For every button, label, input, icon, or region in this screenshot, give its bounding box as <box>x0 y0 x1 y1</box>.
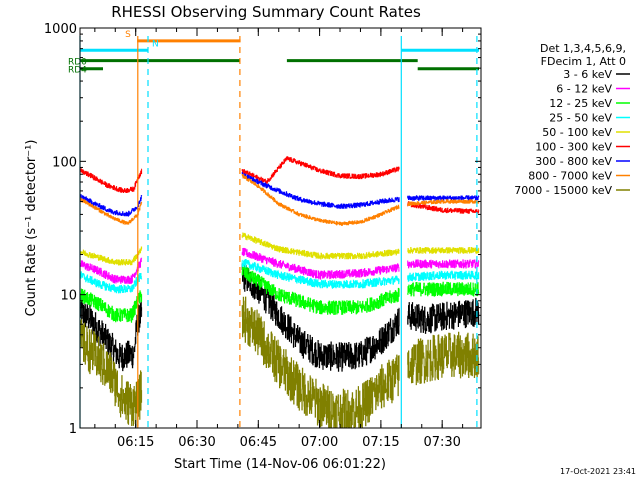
legend-label-2: 6 - 12 keV <box>556 83 612 96</box>
series-line-1-segment-3 <box>407 297 480 334</box>
plot-frame <box>79 27 482 429</box>
series-line-3-segment-1 <box>79 288 143 323</box>
axis-layer: 1 10 100 1000 06:15 06:30 06:45 07:00 07:15 07:30 <box>44 22 481 450</box>
series-line-2-segment-3 <box>407 259 480 269</box>
series-line-6-segment-3 <box>407 201 480 214</box>
flag-label-s: S <box>125 30 131 40</box>
series-line-9-segment-1 <box>79 319 143 427</box>
legend-header-line-1: Det 1,3,4,5,6,9, <box>540 42 626 55</box>
series-line-5-segment-2 <box>241 232 400 260</box>
y-axis-label: Count Rate (s⁻¹ detector⁻¹) <box>24 140 39 317</box>
y-tick-label-1: 1 <box>69 422 77 437</box>
x-tick-label-4: 07:00 <box>301 435 338 450</box>
legend-label-1: 3 - 6 keV <box>563 68 612 81</box>
x-tick-label-5: 07:15 <box>362 435 399 450</box>
series-line-5-segment-1 <box>79 246 143 266</box>
series-line-8-segment-3 <box>407 199 480 206</box>
legend-header-line-2: FDecim 1, Att 0 <box>541 55 626 68</box>
series-line-4-segment-1 <box>79 271 143 294</box>
series-line-9-segment-3 <box>407 331 480 386</box>
series-line-7-segment-3 <box>407 195 480 201</box>
legend-label-3: 12 - 25 keV <box>549 97 612 110</box>
series-layer <box>79 156 480 429</box>
series-line-4-segment-2 <box>241 259 400 289</box>
series-line-2-segment-2 <box>241 247 400 280</box>
y-tick-label-3: 100 <box>52 155 77 170</box>
legend-label-9: 7000 - 15000 keV <box>514 184 612 197</box>
series-line-8-segment-2 <box>241 174 400 226</box>
legend-label-4: 25 - 50 keV <box>549 112 612 125</box>
flag-label-n: N <box>152 39 159 49</box>
series-line-7-segment-2 <box>241 171 400 209</box>
y-tick-label-4: 1000 <box>44 22 77 37</box>
flag-label-rd0: RD0 <box>68 58 87 68</box>
legend-label-6: 100 - 300 keV <box>535 141 612 154</box>
x-tick-label-2: 06:30 <box>178 435 215 450</box>
y-tick-label-2: 10 <box>60 289 77 304</box>
x-tick-label-1: 06:15 <box>117 435 154 450</box>
chart-title: RHESSI Observing Summary Count Rates <box>111 3 421 21</box>
x-tick-label-6: 07:30 <box>423 435 460 450</box>
legend-label-8: 800 - 7000 keV <box>528 170 612 183</box>
legend-label-7: 300 - 800 keV <box>535 155 612 168</box>
series-line-3-segment-2 <box>241 266 400 315</box>
flag-label-rd4: RD4 <box>68 66 87 76</box>
legend: Det 1,3,4,5,6,9,FDecim 1, Att 03 - 6 keV… <box>514 42 630 197</box>
x-axis-label: Start Time (14-Nov-06 06:01:22) <box>174 457 386 472</box>
x-tick-label-3: 06:45 <box>240 435 277 450</box>
series-line-3-segment-3 <box>407 281 480 297</box>
series-line-6-segment-1 <box>79 168 143 193</box>
series-line-9-segment-2 <box>241 296 400 429</box>
series-line-2-segment-1 <box>80 257 143 284</box>
timestamp-label: 17-Oct-2021 23:41 <box>560 467 636 476</box>
series-line-6-segment-2 <box>241 156 400 185</box>
series-line-7-segment-1 <box>79 194 143 217</box>
series-line-4-segment-3 <box>407 270 480 282</box>
series-line-5-segment-3 <box>407 247 480 254</box>
legend-label-5: 50 - 100 keV <box>542 126 612 139</box>
series-line-8-segment-1 <box>79 197 143 225</box>
